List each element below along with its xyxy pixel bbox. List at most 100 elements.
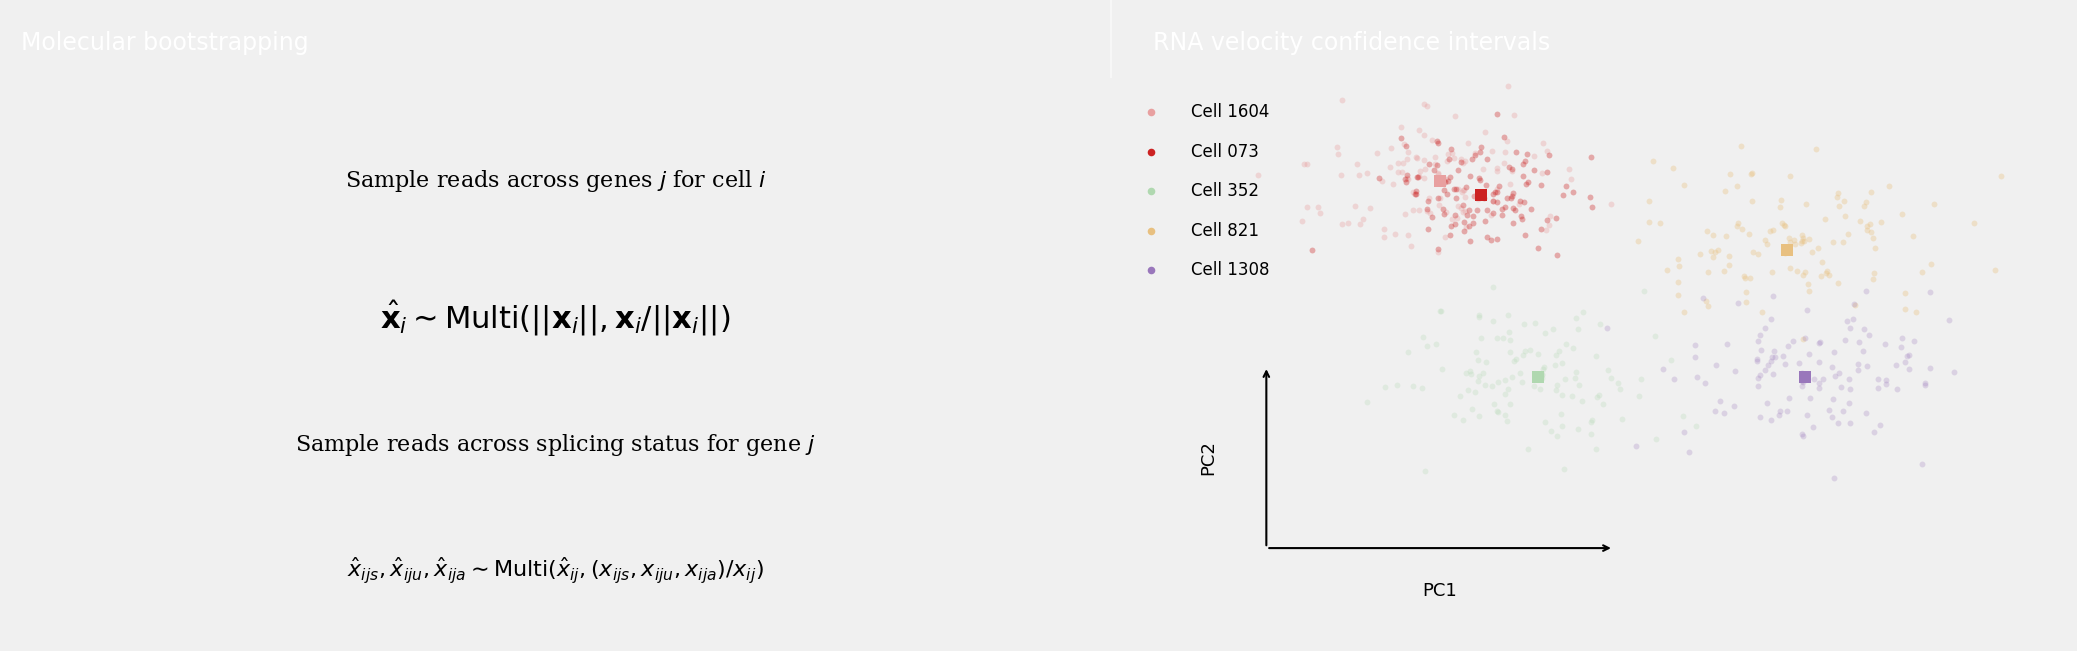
Point — [1498, 356, 1531, 367]
Point — [1741, 354, 1774, 365]
Point — [1421, 138, 1454, 148]
Point — [1788, 371, 1822, 381]
Text: $\hat{x}_{ijs}, \hat{x}_{iju}, \hat{x}_{ija} \sim \mathrm{Multi}(\hat{x}_{ij}, (: $\hat{x}_{ijs}, \hat{x}_{iju}, \hat{x}_{… — [347, 555, 764, 586]
Point — [1485, 204, 1518, 214]
Point — [1703, 395, 1736, 406]
Point — [1697, 230, 1730, 240]
Point — [1763, 406, 1797, 417]
Point — [1979, 264, 2013, 275]
Point — [1421, 135, 1454, 146]
Point — [1734, 168, 1768, 178]
Point — [1439, 193, 1473, 203]
Point — [1421, 247, 1454, 257]
Point — [1828, 211, 1861, 221]
Point — [1709, 186, 1743, 196]
Point — [1830, 316, 1863, 326]
Point — [1778, 239, 1811, 249]
Point — [1857, 268, 1890, 278]
Text: Cell 821: Cell 821 — [1190, 222, 1259, 240]
Point — [1898, 307, 1932, 317]
Point — [1435, 148, 1468, 159]
Point — [1595, 199, 1628, 209]
Point — [1579, 351, 1612, 361]
Point — [1483, 181, 1516, 191]
Point — [1385, 122, 1419, 132]
Point — [1408, 130, 1441, 141]
Point — [1419, 152, 1452, 163]
Point — [1441, 184, 1475, 195]
Point — [1788, 268, 1822, 278]
Point — [1680, 372, 1714, 382]
Point — [1678, 339, 1711, 350]
Point — [1622, 391, 1655, 401]
Point — [1892, 350, 1925, 361]
Point — [1741, 249, 1774, 259]
Point — [1855, 186, 1888, 197]
Point — [1458, 191, 1491, 201]
Point — [1620, 441, 1653, 452]
Point — [1392, 147, 1425, 158]
Point — [1410, 206, 1444, 216]
Point — [1637, 156, 1670, 167]
Point — [1421, 244, 1454, 255]
Point — [1508, 229, 1541, 240]
Point — [1822, 278, 1855, 288]
Point — [1718, 401, 1751, 411]
Point — [1718, 366, 1751, 376]
Point — [1784, 376, 1817, 387]
Text: PC1: PC1 — [1423, 583, 1458, 600]
Point — [1886, 333, 1919, 343]
Point — [1693, 301, 1726, 311]
Point — [1462, 312, 1495, 322]
Point — [1743, 381, 1776, 392]
Point — [1539, 384, 1572, 395]
Point — [1423, 176, 1456, 186]
Point — [1410, 203, 1444, 214]
Point — [1433, 172, 1466, 182]
Point — [1448, 226, 1481, 236]
Point — [1456, 404, 1489, 414]
Point — [1325, 219, 1358, 229]
Point — [1790, 409, 1824, 420]
Point — [1437, 111, 1471, 121]
Point — [1728, 286, 1761, 297]
Point — [1406, 156, 1439, 166]
Point — [1743, 370, 1776, 380]
Point — [1410, 341, 1444, 352]
Point — [1402, 171, 1435, 181]
Point — [1707, 266, 1741, 277]
Point — [1846, 201, 1880, 211]
Point — [1755, 267, 1788, 277]
Point — [1774, 236, 1807, 247]
Point — [1701, 245, 1734, 256]
Point — [1425, 363, 1458, 374]
Point — [1444, 154, 1477, 164]
Point — [1352, 203, 1385, 214]
Point — [1541, 250, 1574, 260]
Point — [1421, 168, 1454, 178]
Point — [1851, 221, 1884, 232]
Point — [1587, 399, 1620, 409]
Point — [1350, 396, 1383, 407]
Point — [1462, 376, 1495, 386]
Point — [1778, 234, 1811, 245]
Point — [1792, 234, 1826, 245]
Point — [1763, 410, 1797, 421]
Point — [1412, 192, 1446, 202]
Point — [1711, 339, 1745, 349]
Point — [1402, 125, 1435, 135]
Point — [1381, 380, 1414, 390]
Point — [1468, 380, 1502, 391]
Point — [1423, 200, 1456, 210]
Point — [1539, 213, 1572, 223]
Point — [1468, 357, 1502, 367]
Point — [1822, 188, 1855, 199]
Point — [1504, 367, 1537, 378]
Point — [1400, 153, 1433, 163]
Point — [1529, 225, 1562, 235]
Point — [1427, 204, 1460, 214]
Point — [1342, 169, 1375, 180]
Point — [1437, 219, 1471, 229]
Point — [1446, 207, 1479, 217]
Point — [1583, 390, 1616, 400]
